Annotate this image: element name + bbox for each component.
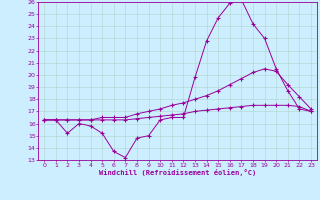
X-axis label: Windchill (Refroidissement éolien,°C): Windchill (Refroidissement éolien,°C) [99, 169, 256, 176]
